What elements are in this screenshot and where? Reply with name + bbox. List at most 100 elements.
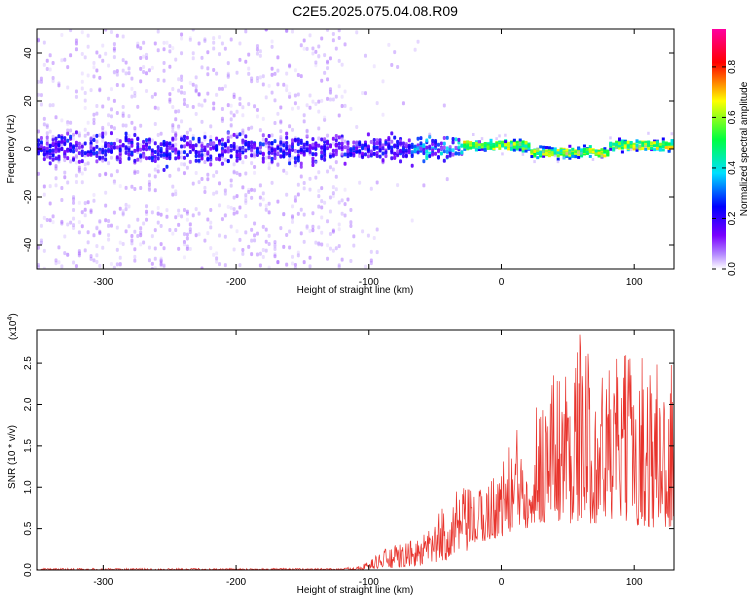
- heatmap-cell: [328, 87, 332, 92]
- heatmap-cell: [448, 153, 452, 158]
- heatmap-cell: [57, 83, 61, 88]
- heatmap-cell: [209, 162, 213, 167]
- heatmap-cell: [171, 125, 175, 130]
- heatmap-cell: [83, 127, 87, 132]
- heatmap-cell: [203, 37, 207, 42]
- heatmap-cell: [264, 141, 268, 146]
- heatmap-cell: [188, 246, 192, 251]
- heatmap-cell: [326, 66, 330, 71]
- heatmap-cell: [60, 219, 64, 224]
- heatmap-cell: [74, 160, 78, 165]
- heatmap-cell: [477, 143, 481, 147]
- heatmap-cell: [337, 266, 341, 269]
- heatmap-cell: [153, 246, 157, 251]
- heatmap-cell: [273, 98, 277, 103]
- heatmap-cell: [182, 144, 186, 149]
- heatmap-cell: [261, 197, 265, 202]
- heatmap-cell: [244, 214, 248, 219]
- heatmap-cell: [142, 65, 146, 70]
- heatmap-cell: [89, 208, 93, 213]
- heatmap-cell: [136, 157, 140, 162]
- heatmap-cell: [340, 151, 344, 156]
- heatmap-cell: [267, 141, 271, 146]
- heatmap-cell: [314, 49, 318, 54]
- heatmap-cell: [69, 134, 73, 139]
- heatmap-cell: [655, 140, 659, 144]
- heatmap-cell: [320, 230, 324, 235]
- heatmap-cell: [89, 254, 93, 259]
- heatmap-cell: [83, 55, 87, 60]
- heatmap-cell: [197, 211, 201, 216]
- heatmap-cell: [115, 155, 119, 160]
- heatmap-cell: [474, 140, 478, 144]
- heatmap-cell: [124, 71, 128, 76]
- heatmap-cell: [562, 156, 566, 160]
- heatmap-cell: [83, 98, 87, 103]
- heatmap-cell: [130, 241, 134, 246]
- heatmap-cell: [375, 227, 379, 232]
- heatmap-cell: [337, 113, 341, 118]
- heatmap-cell: [334, 133, 338, 138]
- heatmap-cell: [60, 221, 64, 226]
- heatmap-cell: [288, 94, 292, 99]
- heatmap-cell: [533, 149, 537, 153]
- heatmap-cell: [218, 157, 222, 162]
- heatmap-cell: [180, 119, 184, 124]
- heatmap-cell: [48, 155, 52, 160]
- heatmap-cell: [130, 76, 134, 81]
- heatmap-cell: [101, 138, 105, 143]
- heatmap-cell: [77, 249, 81, 254]
- heatmap-cell: [39, 93, 43, 98]
- heatmap-cell: [434, 151, 438, 156]
- heatmap-cell: [384, 140, 388, 145]
- heatmap-cell: [261, 133, 265, 138]
- heatmap-cell: [232, 247, 236, 252]
- heatmap-cell: [299, 231, 303, 236]
- heatmap-cell: [574, 150, 578, 154]
- heatmap-cell: [454, 151, 458, 156]
- heatmap-cell: [118, 255, 122, 260]
- heatmap-cell: [182, 242, 186, 247]
- heatmap-cell: [66, 252, 70, 257]
- heatmap-cell: [296, 105, 300, 110]
- heatmap-cell: [343, 89, 347, 94]
- heatmap-cell: [118, 262, 122, 267]
- heatmap-cell: [416, 136, 420, 141]
- heatmap-cell: [180, 155, 184, 160]
- heatmap-cell: [145, 56, 149, 61]
- heatmap-cell: [218, 35, 222, 40]
- heatmap-cell: [635, 143, 639, 147]
- heatmap-cell: [238, 102, 242, 107]
- heatmap-cell: [442, 135, 446, 140]
- heatmap-cell: [326, 140, 330, 145]
- heatmap-cell: [267, 233, 271, 238]
- heatmap-cell: [600, 151, 604, 155]
- heatmap-cell: [428, 134, 432, 139]
- heatmap-cell: [168, 145, 172, 150]
- heatmap-cell: [399, 159, 403, 164]
- heatmap-cell: [118, 184, 122, 189]
- heatmap-cell: [638, 140, 642, 144]
- heatmap-cell: [133, 126, 137, 131]
- heatmap-cell: [215, 170, 219, 175]
- heatmap-cell: [422, 183, 426, 188]
- heatmap-cell: [197, 158, 201, 163]
- heatmap-cell: [264, 29, 268, 32]
- heatmap-cell: [550, 153, 554, 157]
- heatmap-cell: [74, 89, 78, 94]
- heatmap-cell: [328, 90, 332, 95]
- heatmap-cell: [253, 170, 257, 175]
- heatmap-cell: [220, 161, 224, 166]
- heatmap-cell: [650, 146, 654, 150]
- heatmap-cell: [115, 247, 119, 252]
- heatmap-cell: [334, 174, 338, 179]
- heatmap-cell: [89, 152, 93, 157]
- heatmap-cell: [165, 208, 169, 213]
- heatmap-cell: [314, 240, 318, 245]
- heatmap-cell: [177, 246, 181, 251]
- heatmap-cell: [188, 227, 192, 232]
- heatmap-cell: [311, 142, 315, 147]
- heatmap-cell: [83, 207, 87, 212]
- heatmap-cell: [206, 150, 210, 155]
